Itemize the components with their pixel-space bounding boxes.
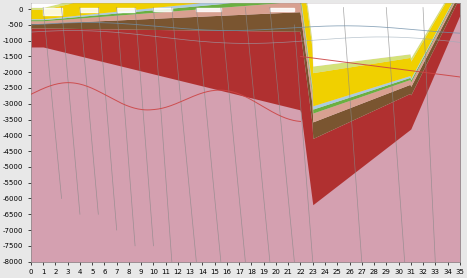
Polygon shape: [196, 8, 221, 11]
Polygon shape: [43, 8, 62, 15]
Polygon shape: [270, 8, 294, 11]
Polygon shape: [154, 8, 172, 11]
Polygon shape: [117, 8, 135, 12]
Polygon shape: [80, 8, 99, 12]
